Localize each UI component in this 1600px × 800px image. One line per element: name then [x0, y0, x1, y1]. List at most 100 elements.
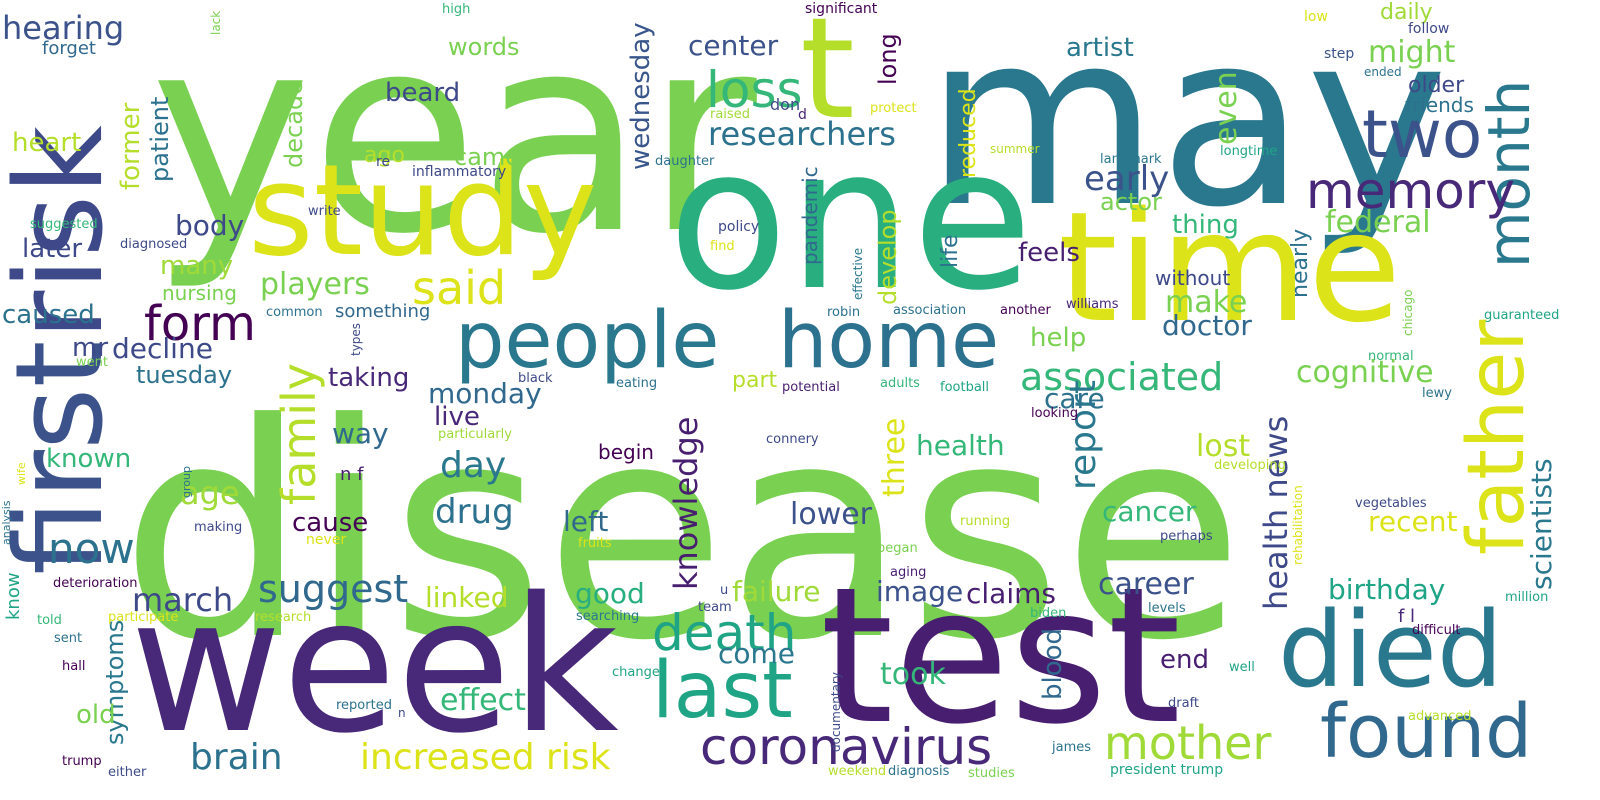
- word-went: went: [76, 355, 108, 370]
- word-now: now: [48, 524, 135, 573]
- word-difficult: difficult: [1412, 623, 1461, 638]
- word-connery: connery: [766, 432, 819, 447]
- word-trump: trump: [62, 754, 102, 769]
- word-older: older: [1408, 73, 1465, 98]
- word-particularly: particularly: [438, 427, 512, 442]
- word-policy: policy: [718, 219, 760, 235]
- word-came: came: [454, 143, 521, 171]
- word-later: later: [22, 234, 83, 264]
- word-williams: williams: [1066, 297, 1119, 312]
- word-research: research: [255, 610, 312, 625]
- word-effective: effective: [851, 247, 865, 300]
- word-summer: summer: [990, 142, 1040, 156]
- word-reported: reported: [336, 698, 392, 713]
- word-actor: actor: [1100, 188, 1162, 216]
- word-died: died: [1278, 589, 1503, 711]
- word-home: home: [778, 296, 1000, 386]
- word-daughter: daughter: [655, 154, 715, 169]
- word-year: year: [150, 0, 757, 294]
- word-doctor: doctor: [1162, 309, 1252, 342]
- word-federal: federal: [1325, 205, 1431, 240]
- word-james: james: [1052, 740, 1092, 755]
- word-re: re: [376, 154, 391, 170]
- word-deterioration: deterioration: [53, 576, 138, 591]
- word-diagnosed: diagnosed: [120, 237, 188, 252]
- word-significant: significant: [805, 1, 878, 17]
- word-coronavirus: coronavirus: [700, 718, 993, 776]
- word-drug: drug: [435, 492, 514, 532]
- word-potential: potential: [782, 380, 840, 395]
- word-effect: effect: [440, 683, 526, 718]
- word-normal: normal: [1368, 349, 1414, 364]
- word-another: another: [1000, 303, 1051, 318]
- word-president-trump: president trump: [1110, 762, 1224, 778]
- word-follow: follow: [1408, 21, 1450, 37]
- word-black: black: [518, 371, 553, 386]
- word-people: people: [455, 296, 720, 386]
- word-claims: claims: [966, 577, 1056, 610]
- word-find: find: [710, 239, 735, 254]
- word-tuesday: tuesday: [136, 361, 233, 389]
- word-million: million: [1505, 590, 1549, 605]
- word-common: common: [266, 305, 323, 320]
- word-suggest: suggest: [258, 567, 409, 611]
- word-last: last: [652, 646, 793, 736]
- word-day: day: [440, 445, 507, 486]
- word-friends: friends: [1405, 93, 1474, 117]
- word-vegetables: vegetables: [1355, 496, 1427, 511]
- word-march: march: [132, 581, 234, 619]
- word-words: words: [448, 33, 520, 61]
- word-wednesday: wednesday: [626, 22, 656, 170]
- word-decade: decade: [280, 80, 308, 168]
- word-told: told: [37, 613, 62, 628]
- word-lack: lack: [209, 10, 223, 35]
- word-ago: ago: [364, 143, 405, 168]
- word-cancer: cancer: [1102, 495, 1197, 528]
- word-old: old: [76, 700, 116, 730]
- word-began: began: [877, 541, 918, 556]
- word-known: known: [46, 444, 132, 474]
- word-week: week: [130, 557, 619, 774]
- word-part: part: [732, 368, 778, 393]
- word-fruits: fruits: [578, 536, 612, 551]
- word-former: former: [116, 102, 146, 190]
- word-team: team: [698, 600, 732, 615]
- word-took: took: [880, 657, 946, 692]
- word-eating: eating: [616, 376, 658, 391]
- word-begin: begin: [598, 440, 654, 464]
- word-reduced: reduced: [956, 88, 981, 178]
- word-feels: feels: [1018, 238, 1080, 268]
- word-robin: robin: [827, 305, 861, 320]
- word-never: never: [306, 532, 347, 548]
- word-researchers: researchers: [708, 115, 896, 153]
- word-image: image: [876, 575, 964, 608]
- word-biden: biden: [1030, 606, 1067, 621]
- word-monday: monday: [428, 377, 542, 410]
- word-make: make: [1165, 285, 1248, 320]
- word-participate: participate: [108, 610, 179, 625]
- word-caused: caused: [2, 300, 95, 330]
- word-test: test: [820, 547, 1182, 766]
- word-mother: mother: [1104, 716, 1272, 770]
- word-ended: ended: [1364, 65, 1402, 79]
- word-career: career: [1098, 567, 1194, 602]
- word-scientists: scientists: [1525, 458, 1558, 590]
- word-searching: searching: [576, 609, 640, 624]
- word-weekend: weekend: [828, 764, 887, 779]
- word-increased-risk: increased risk: [360, 737, 611, 778]
- word-draft: draft: [1168, 696, 1200, 711]
- word-wife: wife: [15, 462, 28, 485]
- word-brain: brain: [190, 737, 283, 778]
- word-well: well: [1229, 660, 1255, 675]
- word-center: center: [688, 29, 779, 62]
- word-lewy: lewy: [1422, 386, 1452, 401]
- word-n: n: [398, 706, 406, 720]
- word-chicago: chicago: [1401, 289, 1415, 336]
- word-longtime: longtime: [1220, 144, 1278, 159]
- word-associated: associated: [1020, 355, 1224, 399]
- word-recent: recent: [1368, 505, 1458, 538]
- word-good: good: [575, 577, 645, 610]
- word-decline: decline: [112, 332, 213, 365]
- word-documentary: documentary: [829, 672, 843, 752]
